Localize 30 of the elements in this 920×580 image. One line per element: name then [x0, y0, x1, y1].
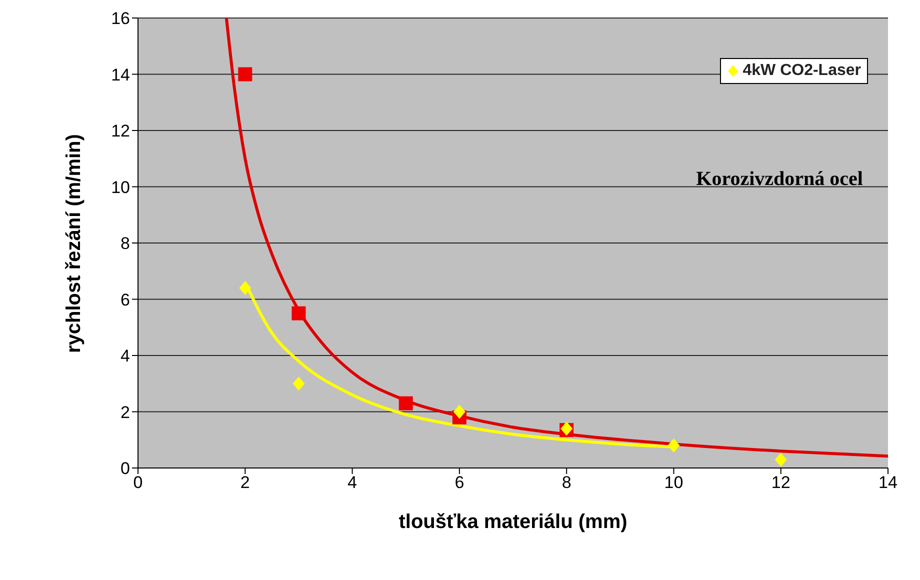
point [398, 396, 413, 410]
y-tick-label: 16 [111, 9, 130, 28]
point [292, 376, 305, 391]
x-axis-title: tloušťka materiálu (mm) [398, 511, 628, 533]
y-tick-label: 2 [120, 402, 130, 422]
x-tick-label: 0 [133, 473, 143, 492]
x-tick-label: 4 [348, 473, 358, 492]
x-tick-label: 6 [454, 473, 464, 492]
y-tick-label: 8 [120, 234, 130, 254]
x-tick-label: 12 [771, 473, 790, 492]
point [238, 67, 252, 82]
line-series [224, 18, 888, 458]
point [292, 306, 306, 320]
x-tick-label: 10 [664, 473, 684, 492]
y-tick-label: 4 [120, 346, 130, 366]
y-tick-label: 12 [111, 122, 130, 141]
y-tick-label: 10 [111, 178, 130, 197]
legend-label: 4kW CO2-Laser [742, 62, 861, 80]
x-tick-label: 14 [878, 473, 898, 492]
y-tick-label: 6 [120, 290, 130, 310]
point [453, 404, 466, 419]
y-axis-title: rychlost řezání (m/min) [63, 134, 86, 353]
point [239, 281, 252, 295]
y-tick-label: 0 [120, 459, 130, 478]
point [774, 452, 787, 467]
point [668, 438, 680, 452]
annotation: Korozivzdorná ocel [696, 168, 863, 191]
x-tick-label: 8 [562, 473, 572, 492]
x-tick-label: 2 [240, 473, 250, 492]
y-tick-label: 14 [111, 65, 130, 84]
